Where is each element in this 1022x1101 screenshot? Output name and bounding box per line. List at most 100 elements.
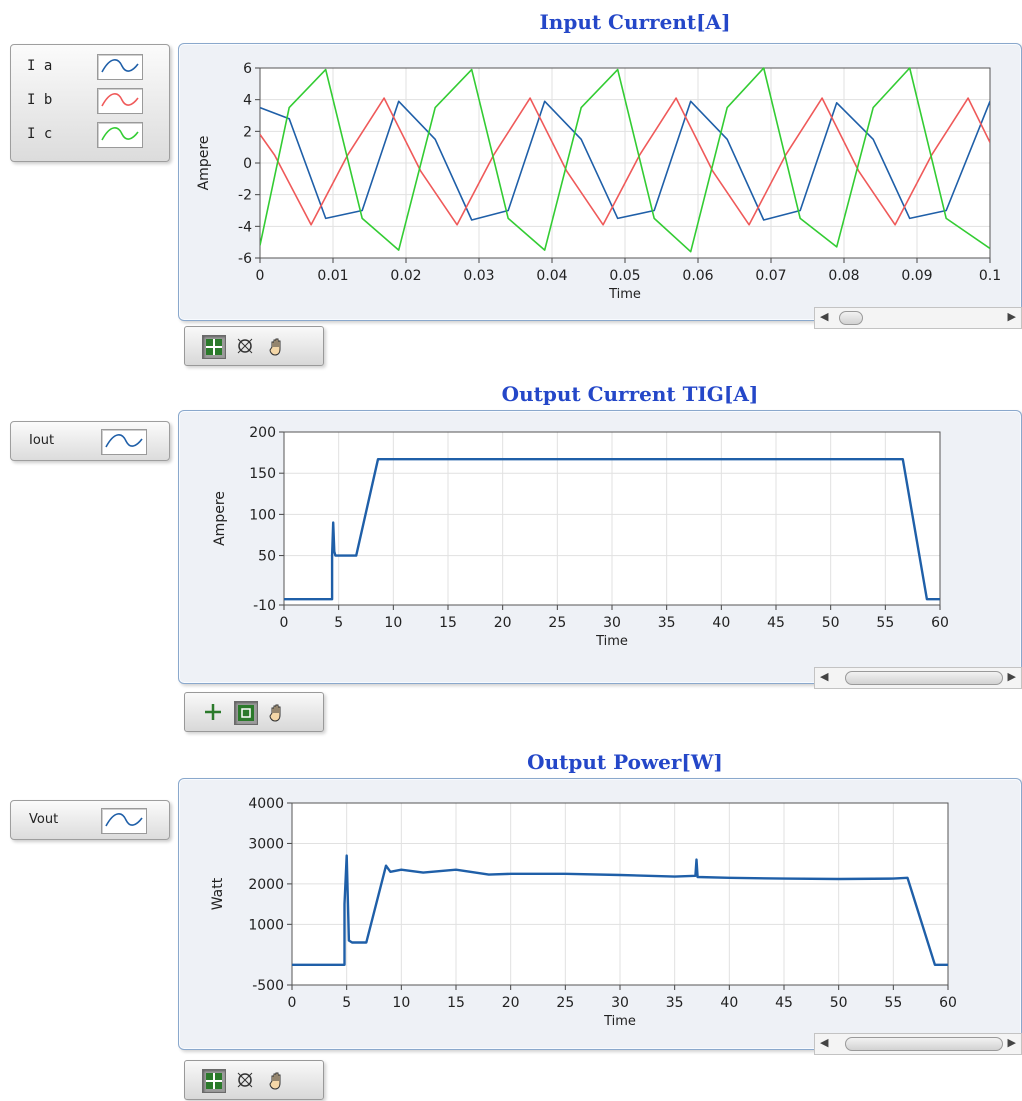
cursor-crosshair-icon[interactable] [202, 701, 224, 723]
graph-palette[interactable] [184, 692, 324, 732]
legend-item-iout[interactable]: Iout [11, 424, 169, 458]
series-line-i-c [260, 67, 990, 253]
x-tick-label: 55 [884, 995, 902, 1011]
legend-label: I a [27, 58, 53, 74]
x-tick-label: 50 [822, 615, 840, 631]
plot-border [291, 802, 949, 986]
zoom-icon[interactable] [234, 335, 256, 357]
y-tick-label: -4 [238, 219, 252, 235]
y-tick-label: 150 [249, 466, 276, 482]
legend-item-ib[interactable]: I b [11, 83, 169, 117]
y-tick-label: -6 [238, 251, 252, 267]
x-tick-label: 20 [494, 615, 512, 631]
scroll-left-icon[interactable]: ◀ [820, 310, 829, 323]
pan-hand-icon[interactable] [266, 1069, 288, 1091]
scroll-right-icon[interactable]: ▶ [1007, 1036, 1016, 1049]
line-style-icon[interactable] [97, 88, 143, 114]
x-axis-label: Time [603, 1014, 636, 1029]
line-style-icon[interactable] [97, 54, 143, 80]
graph-palette[interactable] [184, 1060, 324, 1100]
plot-legend[interactable]: Vout [10, 800, 170, 840]
plot-legend[interactable]: I a I b I c [10, 44, 170, 162]
x-tick-label: 55 [876, 615, 894, 631]
input-current-plot[interactable]: 0 0.01 0.02 0.03 0.04 0.05 0.06 0.07 0.08 0.09 0.1… [178, 43, 1022, 321]
line-style-icon[interactable] [101, 429, 147, 455]
graph-palette[interactable] [184, 326, 324, 366]
x-tick-label: 0 [256, 268, 265, 284]
output-current-plot[interactable]: 0 5 10 15 20 25 30 35 40 45 50 55 60 200 150 100 50 -10 Ti… [178, 410, 1022, 684]
series-line-i-a [260, 100, 990, 221]
x-tick-label: 0.01 [317, 268, 348, 284]
legend-item-vout[interactable]: Vout [11, 803, 169, 837]
horizontal-scrollbar[interactable]: ◀ ▶ [814, 307, 1022, 329]
x-tick-label: 50 [830, 995, 848, 1011]
cursor-crosshair-icon[interactable] [202, 335, 226, 359]
series-line-iout [284, 458, 940, 601]
horizontal-scrollbar[interactable]: ◀ ▶ [814, 1033, 1022, 1055]
zoom-icon[interactable] [234, 701, 258, 725]
x-tick-label: 35 [666, 995, 684, 1011]
x-tick-label: 0.06 [682, 268, 713, 284]
x-tick-label: 30 [603, 615, 621, 631]
y-tick-label: 0 [243, 156, 252, 172]
x-tick-label: 60 [939, 995, 957, 1011]
line-style-icon[interactable] [97, 122, 143, 148]
x-tick-label: 5 [334, 615, 343, 631]
plot-legend[interactable]: Iout [10, 421, 170, 461]
zoom-icon[interactable] [234, 1069, 256, 1091]
y-tick-label: 4 [243, 93, 252, 109]
y-tick-label: -10 [253, 598, 276, 614]
series-line-i-b [260, 97, 990, 226]
x-tick-label: 0.02 [390, 268, 421, 284]
plot-border [259, 67, 991, 259]
x-tick-label: 45 [775, 995, 793, 1011]
x-tick-label: 0 [280, 615, 289, 631]
scroll-left-icon[interactable]: ◀ [820, 1036, 829, 1049]
x-axis-label: Time [595, 634, 628, 649]
series-line-vout [292, 854, 948, 967]
y-axis-label: Ampere [196, 136, 212, 191]
y-axis-label: Watt [210, 877, 226, 910]
scroll-thumb[interactable] [845, 1037, 1003, 1051]
y-axis-label: Ampere [212, 491, 228, 546]
x-tick-label: 0.03 [463, 268, 494, 284]
scroll-thumb[interactable] [845, 671, 1003, 685]
scroll-right-icon[interactable]: ▶ [1007, 670, 1016, 683]
y-tick-label: 2 [243, 124, 252, 140]
y-tick-label: 100 [249, 507, 276, 523]
x-tick-label: 0.04 [536, 268, 567, 284]
cursor-crosshair-icon[interactable] [202, 1069, 226, 1093]
plot-border [283, 431, 941, 606]
pan-hand-icon[interactable] [266, 335, 288, 357]
y-tick-label: -500 [252, 978, 284, 994]
line-style-icon[interactable] [101, 808, 147, 834]
y-tick-label: 2000 [248, 877, 284, 893]
scroll-left-icon[interactable]: ◀ [820, 670, 829, 683]
y-tick-label: 4000 [248, 796, 284, 812]
x-tick-label: 0.08 [828, 268, 859, 284]
x-tick-label: 35 [658, 615, 676, 631]
scroll-thumb[interactable] [839, 311, 863, 325]
legend-label: Vout [29, 812, 59, 827]
x-tick-label: 0.07 [755, 268, 786, 284]
legend-item-ic[interactable]: I c [11, 117, 169, 151]
x-tick-label: 45 [767, 615, 785, 631]
x-axis-label: Time [608, 287, 641, 302]
x-tick-label: 5 [342, 995, 351, 1011]
scroll-right-icon[interactable]: ▶ [1007, 310, 1016, 323]
legend-item-ia[interactable]: I a [11, 49, 169, 83]
y-tick-label: 1000 [248, 917, 284, 933]
x-tick-label: 30 [611, 995, 629, 1011]
x-tick-label: 60 [931, 615, 949, 631]
y-tick-label: 3000 [248, 836, 284, 852]
output-power-plot[interactable]: 0 5 10 15 20 25 30 35 40 45 50 55 60 4000 3000 2000 1000… [178, 778, 1022, 1050]
pan-hand-icon[interactable] [266, 701, 288, 723]
y-tick-label: 50 [258, 549, 276, 565]
x-tick-label: 15 [439, 615, 457, 631]
legend-label: I c [27, 126, 53, 142]
x-tick-label: 0.09 [901, 268, 932, 284]
x-tick-label: 15 [447, 995, 465, 1011]
horizontal-scrollbar[interactable]: ◀ ▶ [814, 667, 1022, 689]
x-tick-label: 0.05 [609, 268, 640, 284]
legend-label: Iout [29, 433, 55, 448]
